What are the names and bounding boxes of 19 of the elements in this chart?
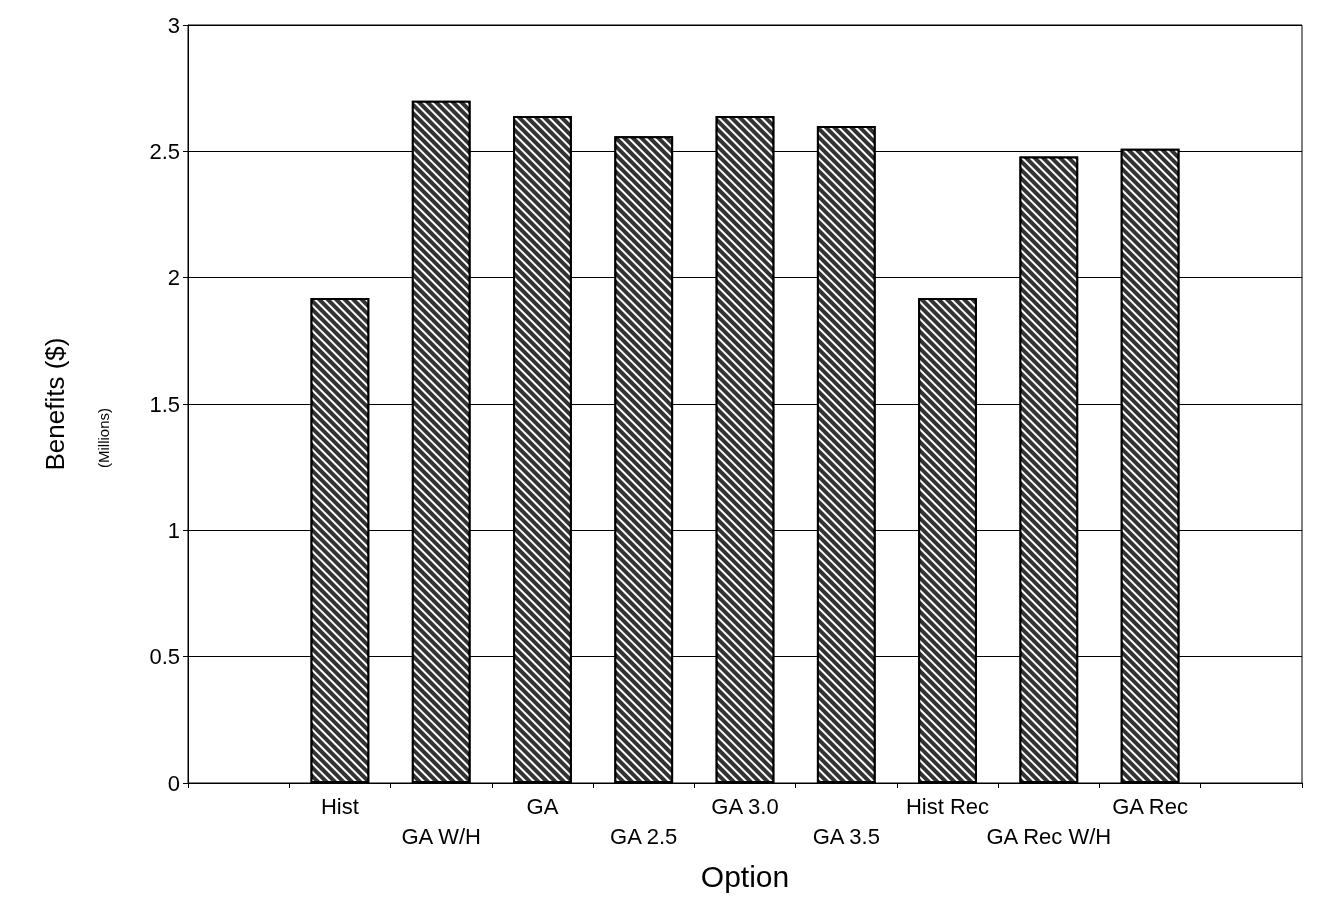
- x-tick-label: GA 3.0: [711, 793, 779, 819]
- y-axis-title: Benefits ($): [40, 337, 70, 471]
- x-axis-title: Option: [700, 859, 790, 893]
- y-tick-label: 2.5: [149, 138, 180, 164]
- x-tick-label: GA 2.5: [610, 823, 678, 849]
- x-tick-label: GA: [526, 793, 559, 819]
- y-tick-label: 3: [167, 12, 180, 38]
- y-tick-label: 2: [167, 265, 180, 291]
- y-tick-label: 1: [167, 517, 180, 543]
- x-tick-label: GA Rec W/H: [986, 823, 1112, 849]
- y-tick-label: 0: [167, 770, 180, 796]
- y-tick-label: 0.5: [149, 644, 180, 670]
- y-tick-label: 1.5: [149, 391, 180, 417]
- x-tick-label: GA Rec: [1112, 793, 1188, 819]
- x-tick-label: GA W/H: [401, 823, 481, 849]
- x-tick-label: Hist: [320, 793, 359, 819]
- x-tick-label: GA 3.5: [812, 823, 880, 849]
- text: (Millions): [95, 408, 112, 468]
- x-tick-label: Hist Rec: [905, 793, 990, 819]
